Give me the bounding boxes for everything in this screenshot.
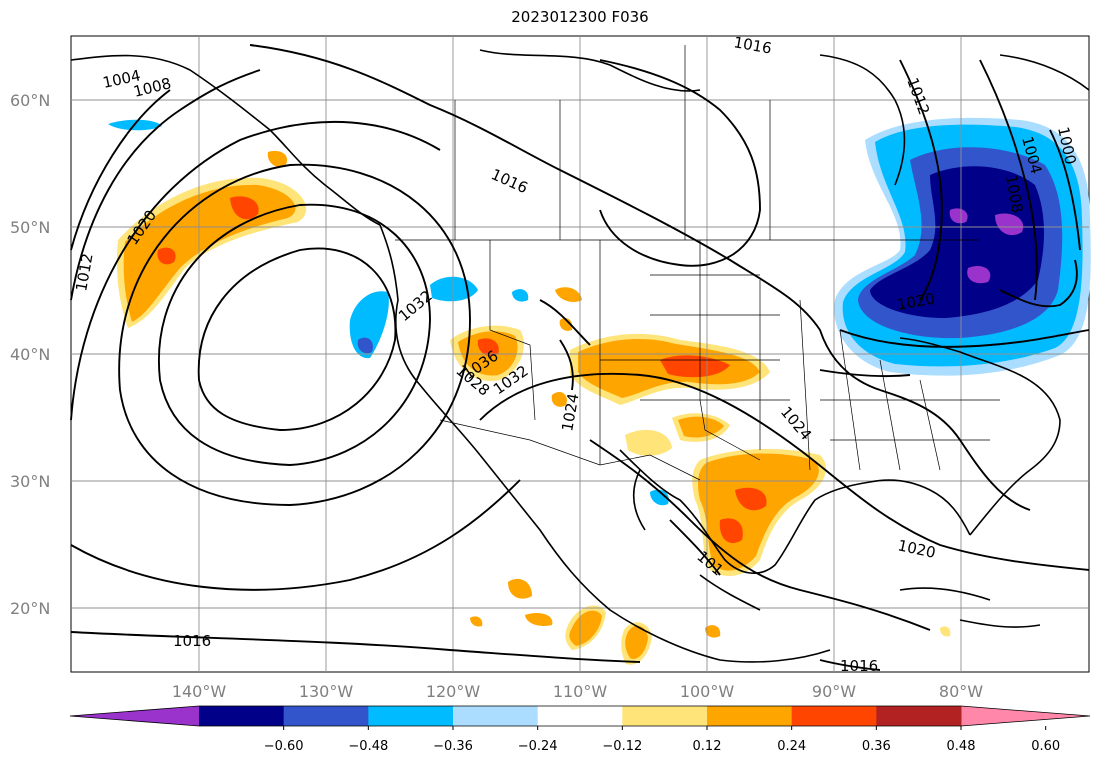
map-title: 2023012300 F036 <box>511 8 649 26</box>
colorbar-tick-label: −0.24 <box>518 739 558 754</box>
colorbar-tick-label: −0.12 <box>602 739 642 754</box>
contour-label: 1016 <box>173 632 211 650</box>
colorbar-tick-label: 0.48 <box>947 739 976 754</box>
colorbar-tick-label: −0.60 <box>264 739 304 754</box>
colorbar-tick-label: 0.12 <box>693 739 722 754</box>
political-borders <box>395 45 1000 481</box>
lat-label: 40°N <box>10 345 50 364</box>
colorbar-segment <box>707 706 793 726</box>
lon-label: 140°W <box>172 682 227 701</box>
colorbar-segment <box>791 706 877 726</box>
lat-label: 50°N <box>10 218 50 237</box>
colorbar-outline <box>69 705 1091 727</box>
colorbar-segment <box>283 706 369 726</box>
contour-label: 1016 <box>840 657 878 675</box>
isobars <box>70 44 1090 671</box>
colorbar-segment <box>876 706 962 726</box>
lat-label: 20°N <box>10 599 50 618</box>
colorbar-extend-high <box>961 706 1090 726</box>
colorbar-tick-label: 0.60 <box>1031 739 1060 754</box>
colorbar-segment <box>622 706 708 726</box>
lon-label: 80°W <box>939 682 983 701</box>
colorbar: −0.60 −0.48 −0.36 −0.24 −0.12 0.12 0.24 0.36 0.4… <box>69 705 1091 754</box>
colorbar-tick-label: −0.36 <box>433 739 473 754</box>
coastlines <box>70 49 1090 663</box>
lon-label: 120°W <box>426 682 481 701</box>
colorbar-extend-low <box>70 706 199 726</box>
colorbar-segment <box>537 706 623 726</box>
lon-label: 130°W <box>299 682 354 701</box>
colorbar-tick-label: −0.48 <box>348 739 388 754</box>
colorbar-tick-label: 0.36 <box>862 739 891 754</box>
colorbar-segment <box>199 706 285 726</box>
colorbar-tick-label: 0.24 <box>777 739 806 754</box>
colorbar-segment <box>368 706 454 726</box>
lat-label: 30°N <box>10 472 50 491</box>
latitude-labels: 60°N 50°N 40°N 30°N 20°N <box>10 91 50 618</box>
lon-label: 110°W <box>553 682 608 701</box>
lon-label: 90°W <box>812 682 856 701</box>
lat-label: 60°N <box>10 91 50 110</box>
lon-label: 100°W <box>680 682 735 701</box>
longitude-labels: 140°W 130°W 120°W 110°W 100°W 90°W 80°W <box>172 682 983 701</box>
colorbar-segment <box>453 706 539 726</box>
